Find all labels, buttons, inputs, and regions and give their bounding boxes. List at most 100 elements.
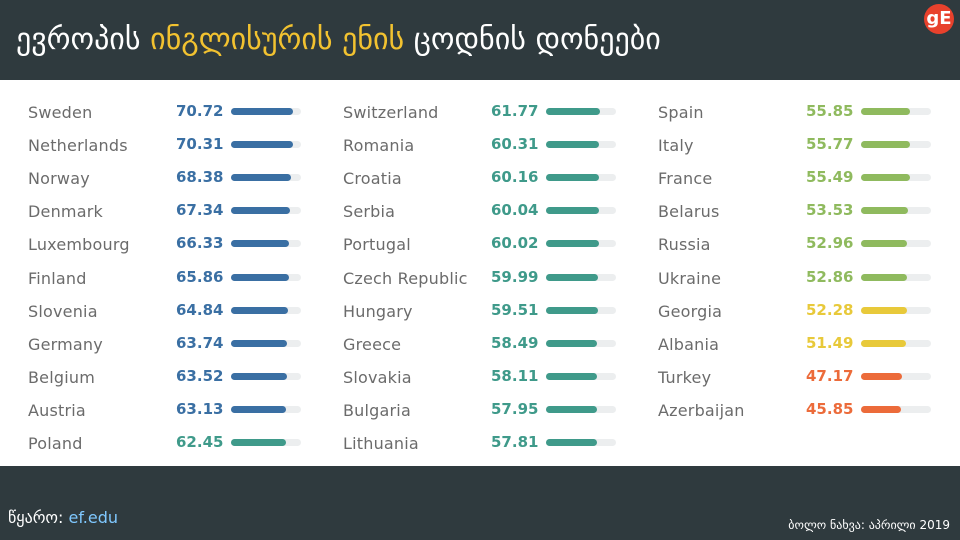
score-label: 63.74 (176, 333, 224, 352)
score-label: 67.34 (176, 201, 224, 220)
score-label: 63.13 (176, 399, 224, 418)
country-row: Netherlands 70.31 (28, 130, 318, 163)
score-label: 70.31 (176, 135, 224, 154)
header-bar: ევროპის ინგლისურის ენის ცოდნის დონეები g… (0, 0, 960, 90)
score-bar (546, 306, 599, 314)
bar-track (546, 306, 616, 314)
score-bar (546, 240, 599, 248)
bar-track (861, 207, 931, 215)
bar-track (231, 273, 301, 281)
country-row: France 55.49 (658, 163, 948, 196)
bar-track (861, 240, 931, 248)
bar-track (861, 273, 931, 281)
bar-track (546, 439, 616, 446)
country-row: Azerbaijan 45.85 (658, 395, 948, 428)
country-row: Croatia 60.16 (343, 163, 633, 196)
score-bar (861, 273, 908, 281)
score-label: 52.96 (806, 234, 854, 253)
country-row: Georgia 52.28 (658, 296, 948, 329)
score-label: 64.84 (176, 300, 224, 319)
country-label: Bulgaria (343, 400, 411, 420)
country-label: Finland (28, 268, 87, 288)
country-row: Belgium 63.52 (28, 362, 318, 395)
score-label: 60.02 (491, 234, 539, 253)
country-label: Netherlands (28, 136, 128, 156)
country-label: Austria (28, 400, 86, 420)
score-bar (231, 141, 293, 149)
score-label: 45.85 (806, 399, 854, 418)
score-bar (231, 372, 287, 380)
bar-track (546, 405, 616, 413)
country-row: Poland 62.45 (28, 428, 318, 461)
score-label: 55.77 (806, 135, 854, 154)
country-row: Romania 60.31 (343, 130, 633, 163)
last-update-note: ბოლო ნახვა: აპრილი 2019 (788, 518, 950, 532)
score-bar (231, 439, 286, 446)
score-label: 68.38 (176, 168, 224, 187)
score-label: 51.49 (806, 333, 854, 352)
country-row: Sweden 70.72 (28, 97, 318, 130)
country-label: Lithuania (343, 434, 419, 453)
score-label: 47.17 (806, 366, 854, 385)
source-label: წყარო: (8, 508, 69, 527)
score-label: 52.86 (806, 267, 854, 286)
country-label: Czech Republic (343, 268, 468, 288)
country-row: Germany 63.74 (28, 329, 318, 362)
country-label: Luxembourg (28, 235, 130, 255)
ranking-chart-panel: Sweden 70.72 Netherlands 70.31 Norway 68.38 De… (0, 80, 960, 466)
score-bar (546, 207, 599, 215)
score-bar (231, 339, 287, 347)
score-label: 55.49 (806, 168, 854, 187)
source-link[interactable]: ef.edu (68, 508, 119, 527)
score-label: 60.31 (491, 135, 539, 154)
score-label: 53.53 (806, 201, 854, 220)
bar-track (861, 141, 931, 149)
country-label: Sweden (28, 103, 93, 122)
country-row: Spain 55.85 (658, 97, 948, 130)
score-label: 63.52 (176, 366, 224, 385)
country-label: Croatia (343, 169, 402, 189)
score-label: 58.49 (491, 333, 539, 352)
bar-track (546, 174, 616, 182)
page-title: ევროპის ინგლისურის ენის ცოდნის დონეები (16, 22, 661, 57)
country-label: Norway (28, 169, 90, 189)
score-bar (231, 174, 291, 182)
country-label: France (658, 169, 713, 189)
bar-track (861, 372, 931, 380)
score-bar (546, 273, 599, 281)
country-label: Albania (658, 334, 720, 354)
brand-logo: gE (924, 4, 954, 34)
score-bar (861, 174, 910, 182)
country-row: Serbia 60.04 (343, 196, 633, 229)
score-label: 65.86 (176, 267, 224, 286)
score-label: 60.16 (491, 168, 539, 187)
title-part-1: ევროპის (16, 22, 151, 57)
score-bar (861, 306, 907, 314)
country-label: Russia (658, 235, 711, 255)
bar-track (861, 306, 931, 314)
bar-track (546, 207, 616, 215)
country-row: Bulgaria 57.95 (343, 395, 633, 428)
score-label: 57.95 (491, 399, 539, 418)
country-label: Belarus (658, 202, 720, 222)
country-row: Portugal 60.02 (343, 229, 633, 262)
country-row: Slovenia 64.84 (28, 296, 318, 329)
country-label: Georgia (658, 301, 723, 321)
title-highlight: ინგლისურის ენის (150, 22, 405, 57)
country-label: Turkey (658, 367, 712, 387)
country-label: Italy (658, 136, 694, 156)
score-label: 58.11 (491, 366, 539, 385)
bar-track (231, 141, 301, 149)
score-label: 52.28 (806, 300, 854, 319)
bar-track (861, 174, 931, 182)
country-row: Lithuania 57.81 (343, 428, 633, 461)
score-bar (861, 207, 908, 215)
country-label: Belgium (28, 367, 95, 387)
score-bar (861, 141, 910, 149)
bar-track (546, 339, 616, 347)
score-bar (231, 108, 293, 115)
country-label: Poland (28, 434, 83, 453)
score-bar (546, 439, 597, 446)
country-label: Slovakia (343, 367, 412, 387)
country-label: Denmark (28, 202, 103, 222)
